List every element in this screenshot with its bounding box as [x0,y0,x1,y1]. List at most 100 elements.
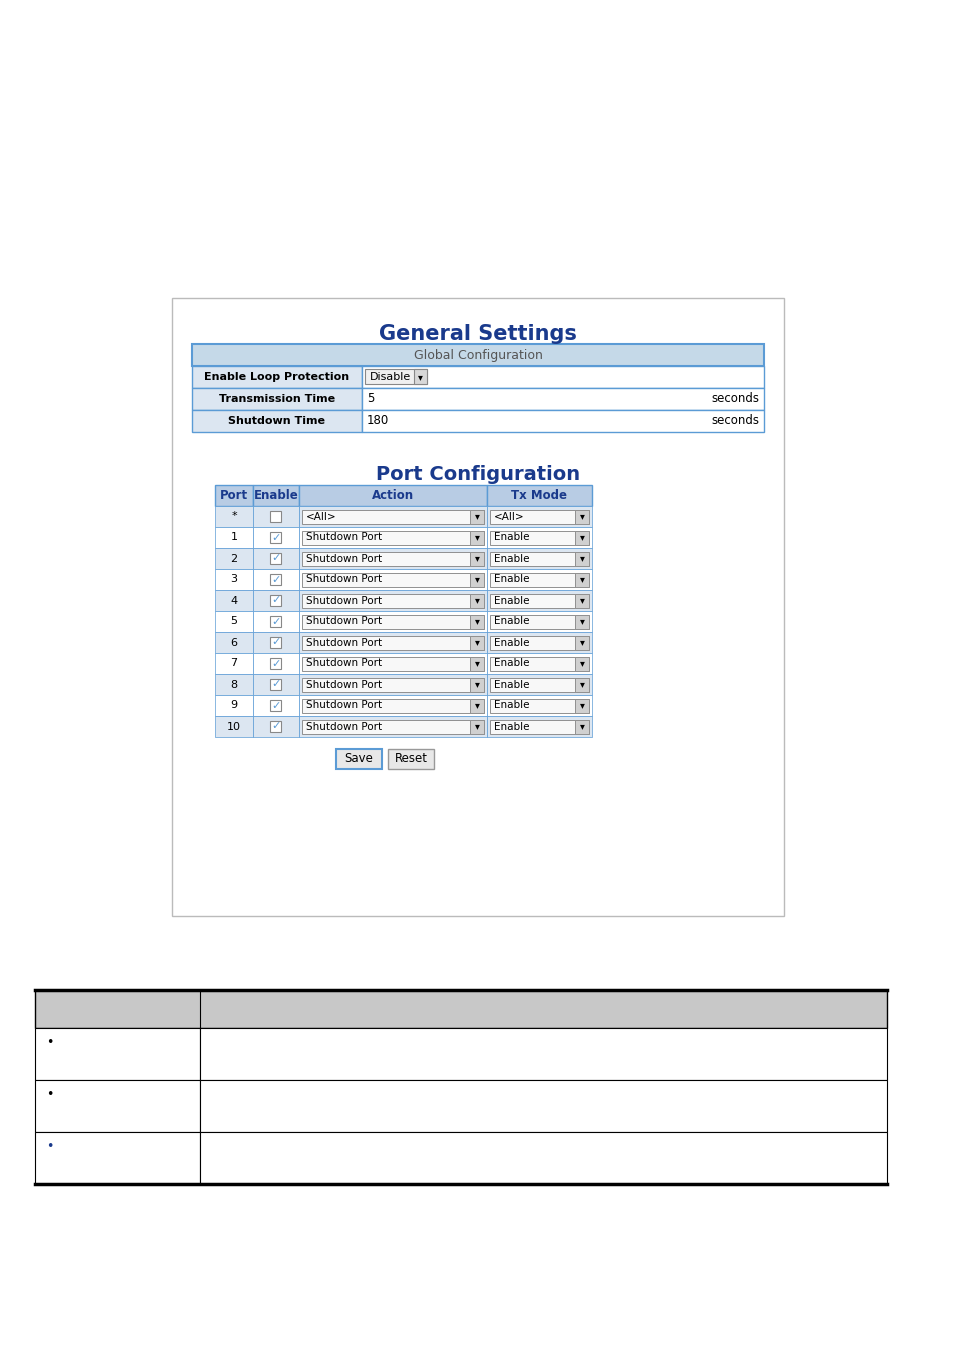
Text: General Settings: General Settings [378,324,577,344]
Text: ✓: ✓ [271,637,280,648]
Bar [271,616,281,626]
Text: •: • [47,1139,53,1153]
Bar [192,410,361,432]
Text: ▾: ▾ [474,701,479,710]
Bar [486,548,592,568]
Bar [172,298,783,917]
Bar [575,614,588,629]
Bar [302,656,483,671]
Text: 2: 2 [231,554,237,563]
Bar [298,632,486,653]
Bar [302,698,483,713]
Text: ▾: ▾ [579,575,584,585]
Bar [298,506,486,526]
Bar [302,614,483,629]
Bar [214,485,253,506]
Bar [302,594,483,608]
Text: Shutdown Port: Shutdown Port [306,721,382,732]
Bar [361,366,763,387]
Text: Shutdown Port: Shutdown Port [306,575,382,585]
Bar [214,695,253,716]
Bar [35,1080,200,1133]
Bar [470,614,483,629]
Bar [490,636,588,649]
Text: 4: 4 [231,595,237,606]
Text: Enable: Enable [494,679,529,690]
Bar [214,526,253,548]
Text: ▾: ▾ [474,575,479,585]
Text: ✓: ✓ [271,659,280,668]
Text: Shutdown Port: Shutdown Port [306,532,382,543]
Bar [486,568,592,590]
Bar [200,1133,886,1184]
Text: Enable: Enable [494,532,529,543]
Bar [470,678,483,691]
Text: Disable: Disable [370,373,411,382]
Text: 180: 180 [367,414,389,428]
Text: Enable Loop Protection: Enable Loop Protection [204,373,349,382]
Text: Shutdown Port: Shutdown Port [306,554,382,563]
Bar [490,678,588,691]
Bar [253,485,298,506]
Bar [35,1027,200,1080]
Text: ▾: ▾ [474,721,479,732]
Bar [388,749,434,770]
Text: Shutdown Port: Shutdown Port [306,637,382,648]
Bar [486,526,592,548]
Bar [214,590,253,612]
Text: Port Configuration: Port Configuration [375,466,579,485]
Text: Reset: Reset [395,752,427,765]
Text: ✓: ✓ [271,595,280,606]
Bar [575,636,588,649]
Bar [253,506,298,526]
Bar [470,720,483,733]
Text: Shutdown Port: Shutdown Port [306,595,382,606]
Text: Save: Save [344,752,373,765]
Text: 8: 8 [231,679,237,690]
Bar [486,674,592,695]
Text: seconds: seconds [710,393,759,405]
Text: Transmission Time: Transmission Time [218,394,335,404]
Bar [302,552,483,566]
Text: •: • [47,1035,53,1049]
Text: Port: Port [220,489,248,502]
Text: 5: 5 [367,393,374,405]
Bar [302,509,483,524]
Text: <All>: <All> [494,512,524,521]
Bar [302,720,483,733]
Bar [414,369,427,383]
Bar [490,572,588,586]
Bar [486,612,592,632]
Text: Shutdown Port: Shutdown Port [306,617,382,626]
Bar [365,369,427,383]
Text: Enable: Enable [253,489,298,502]
Bar [302,636,483,649]
Bar [575,552,588,566]
Bar [298,590,486,612]
Text: Shutdown Port: Shutdown Port [306,679,382,690]
Text: ▾: ▾ [579,512,584,521]
Text: Enable: Enable [494,701,529,710]
Text: ▾: ▾ [474,512,479,521]
Bar [470,531,483,544]
Bar [271,679,281,690]
Bar [302,572,483,586]
Bar [298,568,486,590]
Text: ▾: ▾ [579,637,584,648]
Bar [271,595,281,606]
Bar [192,344,763,366]
Bar [271,574,281,585]
Bar [490,720,588,733]
Bar [486,632,592,653]
Bar [200,1080,886,1133]
Text: ▾: ▾ [474,554,479,563]
Bar [253,612,298,632]
Bar [35,990,886,1027]
Bar [490,614,588,629]
Text: ✓: ✓ [271,617,280,626]
Text: <All>: <All> [306,512,336,521]
Bar [490,552,588,566]
Bar [486,485,592,506]
Bar [575,531,588,544]
Bar [253,695,298,716]
